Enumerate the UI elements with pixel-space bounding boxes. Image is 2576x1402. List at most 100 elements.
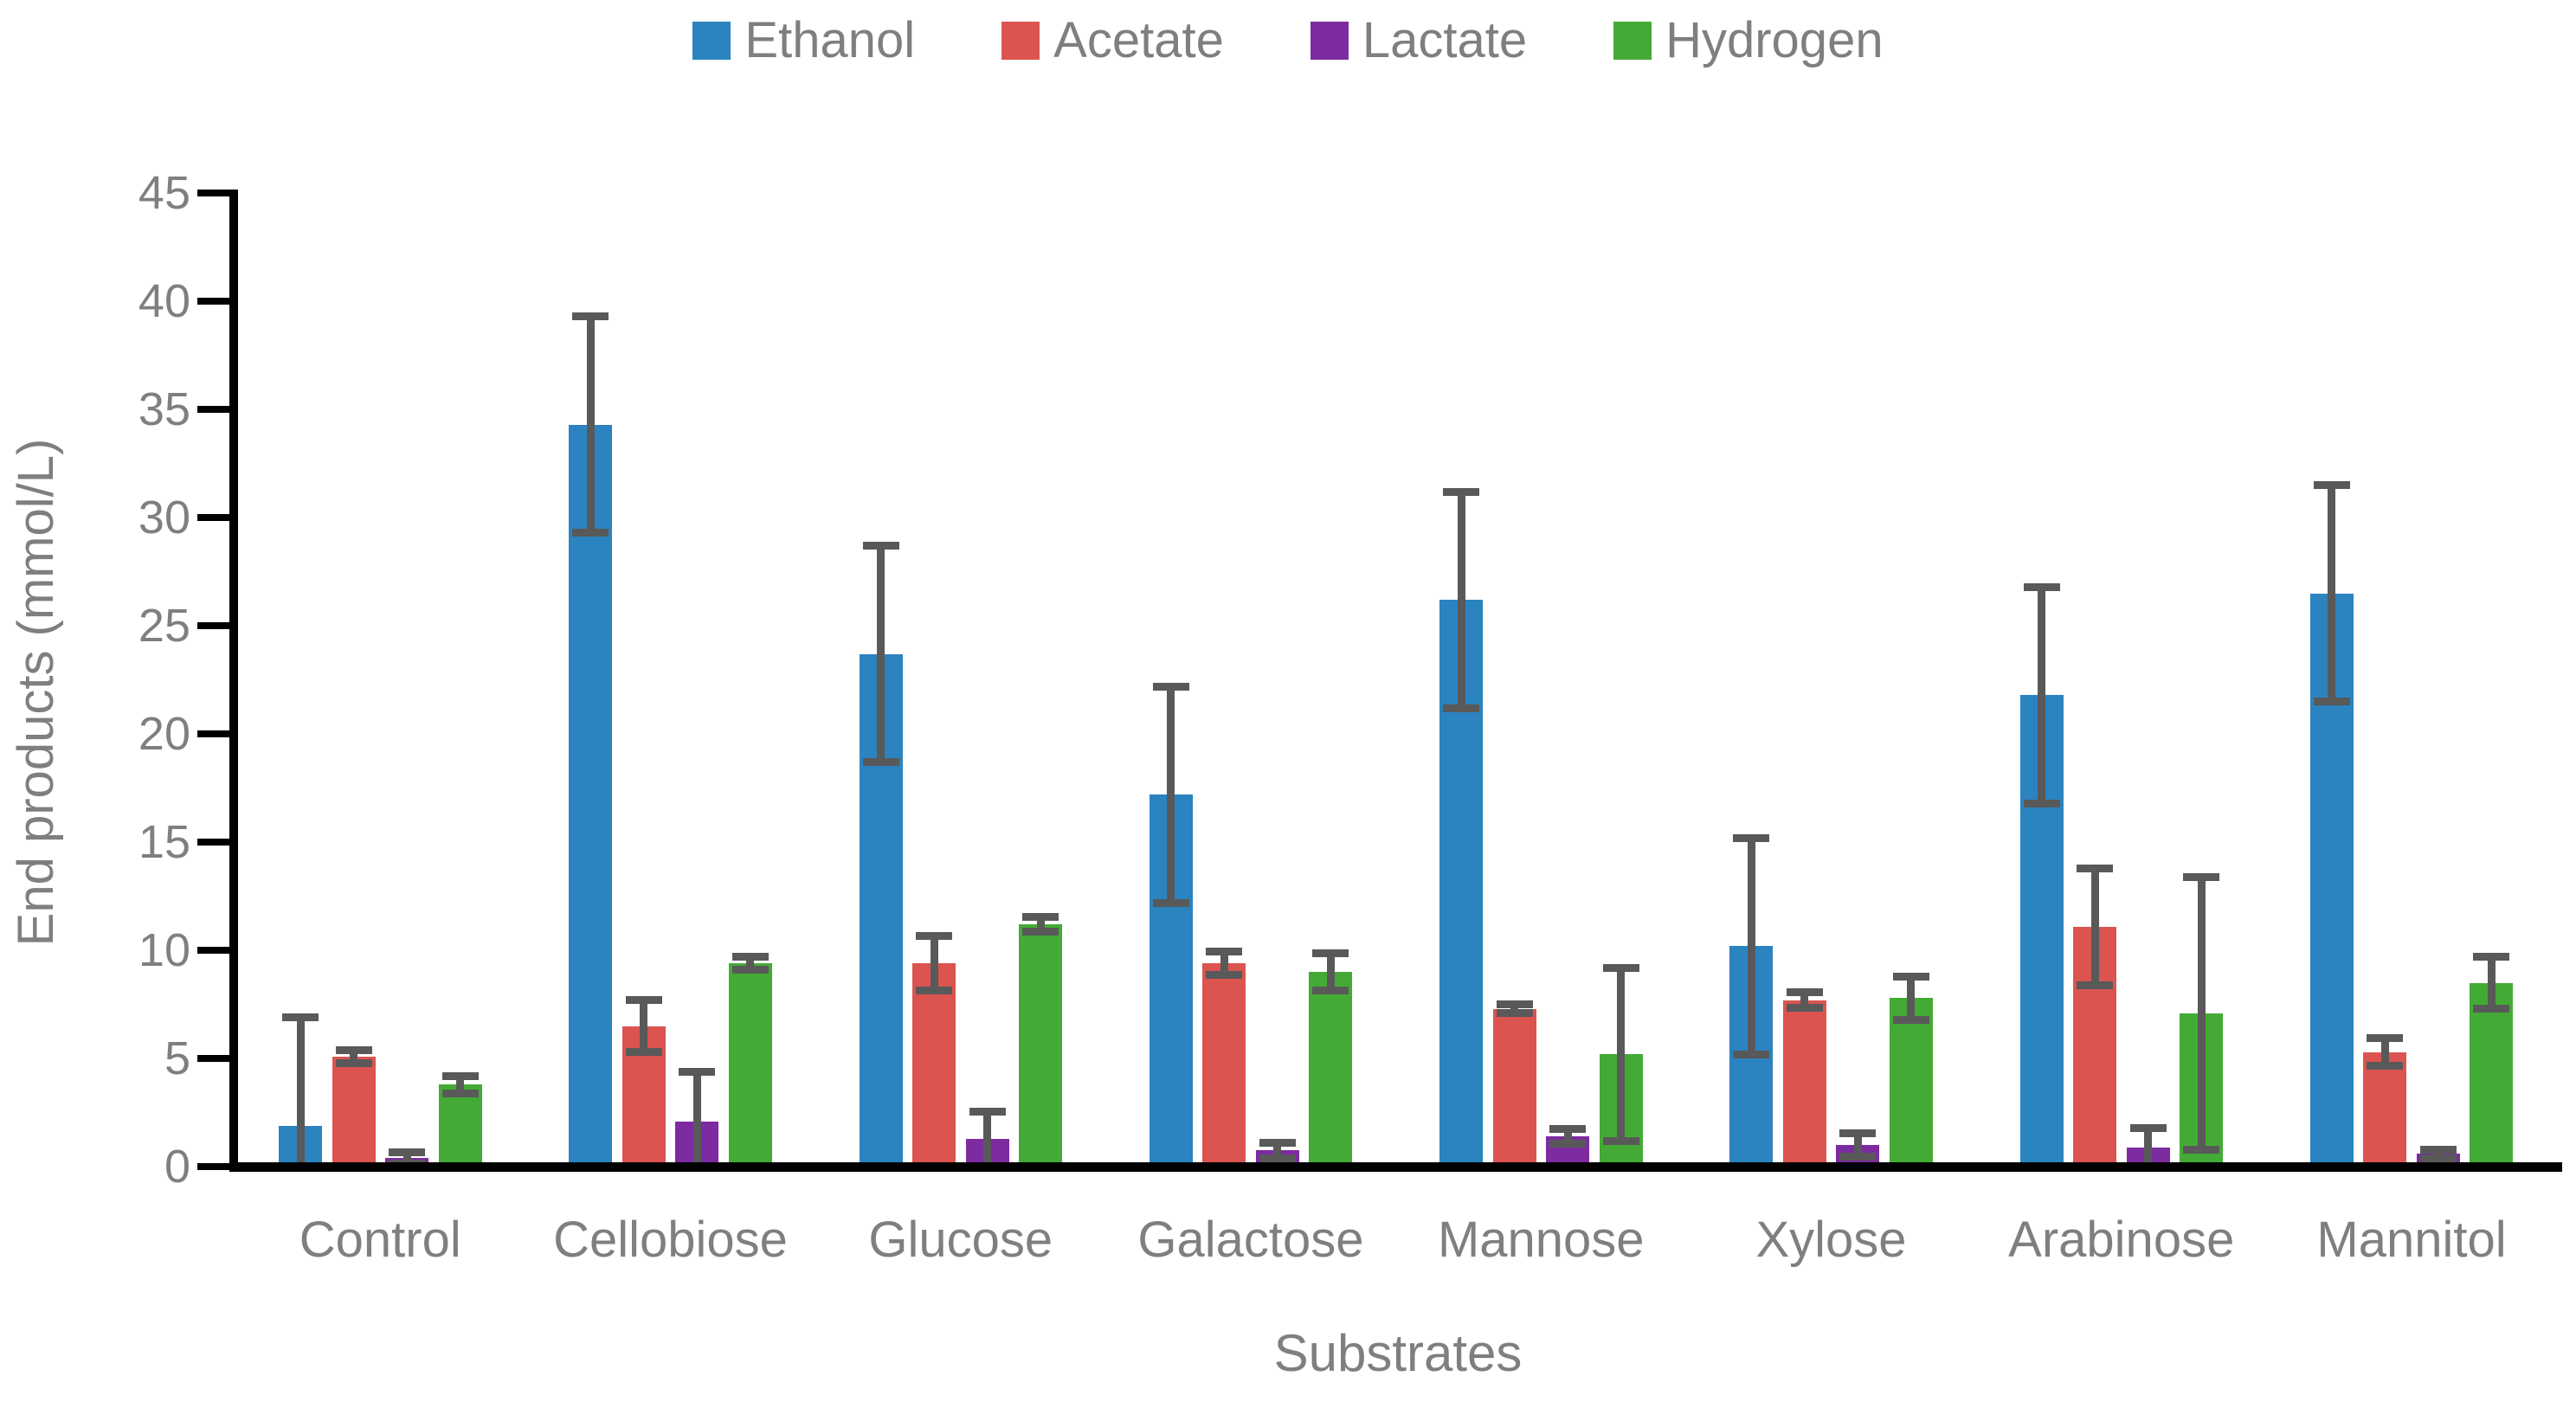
error-bar-cap-top xyxy=(1549,1124,1586,1133)
y-tick-mark xyxy=(197,406,229,413)
error-bar-line xyxy=(1907,976,1916,1019)
error-bar-line xyxy=(1273,1142,1282,1158)
bar-acetate-mannose xyxy=(1492,1008,1536,1167)
error-bar-cap-bottom xyxy=(335,1058,372,1067)
error-bar-cap-top xyxy=(2367,1033,2404,1042)
error-bar-line xyxy=(2197,877,2206,1149)
error-bar-cap-top xyxy=(1786,988,1823,997)
error-bar-line xyxy=(1167,686,1175,903)
y-tick-mark xyxy=(197,298,229,305)
bar-hydrogen-xylose xyxy=(1889,998,1933,1167)
error-bar-cap-top xyxy=(1206,947,1243,955)
error-bar-cap-top xyxy=(335,1045,372,1054)
error-bar-cap-bottom xyxy=(2313,698,2350,705)
error-bar-cap-top xyxy=(1443,487,1479,496)
x-category-label-cellobiose: Cellobiose xyxy=(553,1212,788,1268)
error-bar-cap-top xyxy=(2129,1123,2167,1132)
error-bar-line xyxy=(1563,1129,1572,1144)
y-tick-mark xyxy=(197,947,229,954)
y-tick-mark xyxy=(197,1055,229,1062)
bar-ethanol-cellobiose xyxy=(569,424,613,1167)
error-bar-cap-top xyxy=(2419,1145,2457,1154)
x-category-label-glucose: Glucose xyxy=(868,1212,1053,1268)
error-bar-cap-bottom xyxy=(862,758,899,766)
error-bar-line xyxy=(1617,968,1625,1141)
error-bar-cap-top xyxy=(2023,582,2060,591)
error-bar-line xyxy=(2487,956,2496,1009)
error-bar-cap-bottom xyxy=(572,529,609,537)
error-bar-line xyxy=(1853,1133,1862,1157)
legend-label: Lactate xyxy=(1362,12,1528,68)
error-bar-cap-top xyxy=(1496,1000,1533,1008)
error-bar-cap-bottom xyxy=(1839,1153,1877,1161)
bar-acetate-glucose xyxy=(912,963,956,1167)
error-bar-cap-top xyxy=(2473,953,2510,961)
error-bar-line xyxy=(1800,992,1809,1008)
error-bar-cap-top xyxy=(916,932,952,941)
y-tick-label: 15 xyxy=(138,816,190,868)
bar-acetate-galactose xyxy=(1202,963,1246,1167)
error-bar-cap-bottom xyxy=(2367,1062,2404,1071)
error-bar-line xyxy=(2328,485,2336,702)
error-bar-cap-bottom xyxy=(2077,981,2113,989)
error-bar-cap-bottom xyxy=(1259,1154,1296,1162)
error-bar-line xyxy=(1326,953,1335,991)
y-tick-label: 35 xyxy=(138,383,190,435)
x-category-label-control: Control xyxy=(299,1212,461,1268)
y-tick-mark xyxy=(197,190,229,196)
y-tick-mark xyxy=(197,730,229,737)
error-bar-cap-bottom xyxy=(1549,1140,1586,1148)
legend-item-acetate: Acetate xyxy=(1001,16,1224,66)
legend-swatch-hydrogen xyxy=(1613,22,1652,60)
legend: Ethanol Acetate Lactate Hydrogen xyxy=(0,16,2576,66)
error-bar-cap-top xyxy=(1312,949,1349,958)
error-bar-cap-top xyxy=(2077,864,2113,872)
error-bar-cap-bottom xyxy=(1312,986,1349,994)
error-bar-cap-top xyxy=(1733,833,1770,842)
error-bar-cap-bottom xyxy=(1206,971,1243,980)
y-tick-label: 40 xyxy=(138,275,190,327)
y-tick-label: 30 xyxy=(138,492,190,543)
bar-hydrogen-galactose xyxy=(1309,972,1353,1167)
error-bar-line xyxy=(2038,587,2045,803)
error-bar-cap-bottom xyxy=(1152,898,1189,907)
y-tick-mark xyxy=(197,839,229,846)
error-bar-cap-bottom xyxy=(1786,1003,1823,1012)
bar-acetate-xylose xyxy=(1782,1000,1826,1167)
y-axis-title: End products (mmol/L) xyxy=(8,438,64,947)
error-bar-cap-bottom xyxy=(1892,1015,1929,1024)
error-bar-cap-top xyxy=(969,1107,1006,1116)
y-tick-mark xyxy=(197,1163,229,1170)
y-tick-label: 45 xyxy=(138,167,190,219)
bar-acetate-mannitol xyxy=(2363,1052,2407,1167)
x-axis-line xyxy=(229,1162,2562,1172)
error-bar-cap-bottom xyxy=(1602,1136,1639,1145)
x-axis-title: Substrates xyxy=(1273,1324,1523,1382)
error-bar-cap-bottom xyxy=(1022,928,1059,936)
error-bar-line xyxy=(983,1111,991,1166)
x-category-label-arabinose: Arabinose xyxy=(2008,1212,2235,1268)
y-tick-label: 10 xyxy=(138,924,190,976)
error-bar-line xyxy=(1036,916,1045,932)
error-bar-line xyxy=(586,316,595,533)
error-bar-cap-bottom xyxy=(2419,1154,2457,1162)
bar-acetate-control xyxy=(332,1056,376,1167)
error-bar-cap-bottom xyxy=(1443,704,1479,712)
legend-label: Ethanol xyxy=(744,12,916,68)
error-bar-cap-bottom xyxy=(625,1048,662,1056)
error-bar-cap-top xyxy=(1839,1129,1877,1137)
error-bar-cap-top xyxy=(282,1013,319,1021)
error-bar-line xyxy=(296,1017,305,1167)
error-bar-cap-bottom xyxy=(2473,1005,2510,1013)
error-bar-line xyxy=(692,1071,701,1167)
legend-item-lactate: Lactate xyxy=(1310,12,1528,68)
error-bar-cap-top xyxy=(2183,872,2219,881)
error-bar-cap-bottom xyxy=(2183,1145,2219,1154)
error-bar-line xyxy=(930,936,938,991)
legend-swatch-ethanol xyxy=(692,22,731,60)
error-bar-line xyxy=(640,1000,648,1052)
error-bar-line xyxy=(350,1050,357,1063)
bar-hydrogen-control xyxy=(438,1084,482,1167)
error-bar-cap-top xyxy=(2313,481,2350,489)
legend-label: Acetate xyxy=(1053,12,1224,68)
